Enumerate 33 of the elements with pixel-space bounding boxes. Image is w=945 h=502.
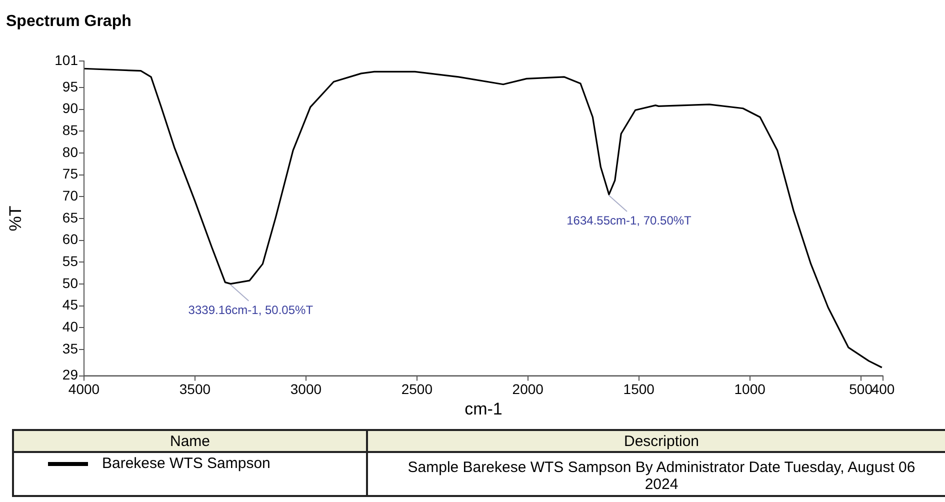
x-tick-label: 1500	[623, 381, 655, 398]
x-tick-label: 2500	[401, 381, 433, 398]
y-tick-label: 35	[62, 340, 78, 356]
chart-title: Spectrum Graph	[6, 13, 132, 30]
x-tick-label: 4000	[68, 381, 100, 398]
y-tick-label: 50	[62, 274, 78, 291]
x-tick-label: 3000	[290, 381, 322, 398]
y-tick-label: 29	[62, 366, 78, 383]
annotation: 1634.55cm-1, 70.50%T	[566, 213, 692, 228]
legend-label: Barekese WTS Sampson	[102, 455, 270, 472]
y-tick-label: 70	[62, 188, 78, 204]
x-tick-label: 2000	[512, 381, 544, 398]
x-tick-label: 1000	[734, 381, 766, 398]
y-tick-label: 75	[62, 166, 78, 182]
y-tick-label: 40	[62, 318, 78, 335]
y-axis-title: %T	[6, 206, 25, 232]
text: Sample Barekese WTS Sampson By Administrator Date Tuesday, August 06 2024	[406, 459, 916, 493]
y-tick-label: 101	[54, 52, 78, 68]
y-tick-label: 85	[62, 122, 78, 138]
x-axis-title: cm-1	[464, 399, 502, 418]
x-tick-label: 3500	[179, 381, 211, 398]
x-tick-label: 400	[871, 381, 895, 398]
y-tick-label: 55	[62, 253, 78, 270]
y-tick-label: 60	[62, 231, 78, 248]
y-tick-label: 80	[62, 144, 78, 160]
x-tick-label: 500	[849, 381, 873, 398]
legend-title: Name	[13, 430, 367, 452]
y-tick-label: 45	[62, 296, 78, 313]
y-tick-label: 90	[62, 100, 78, 116]
annotation: 3339.16cm-1, 50.05%T	[188, 302, 314, 317]
y-tick-label: 95	[62, 78, 78, 94]
y-tick-label: 65	[62, 209, 78, 226]
text: Description	[367, 430, 945, 452]
